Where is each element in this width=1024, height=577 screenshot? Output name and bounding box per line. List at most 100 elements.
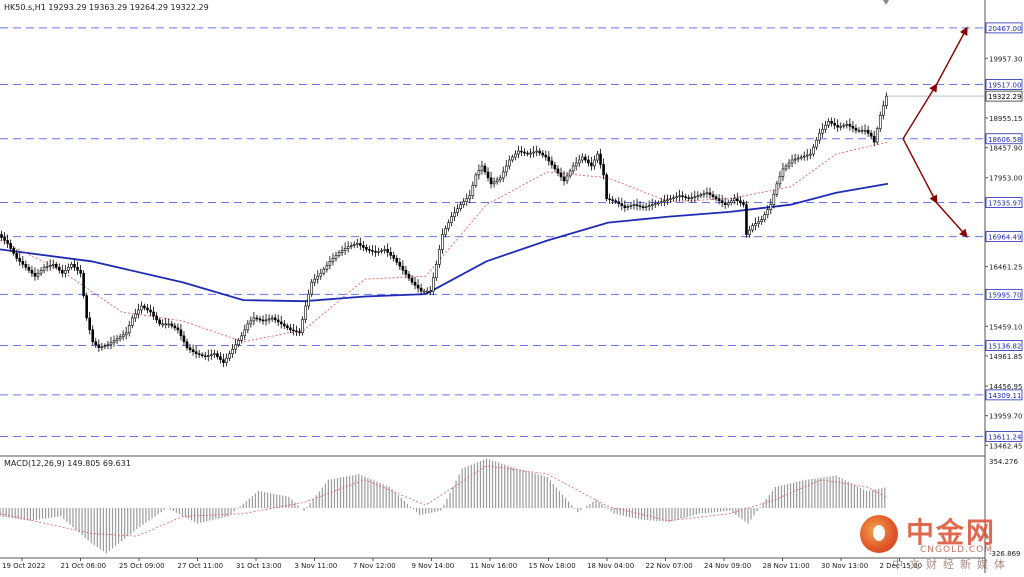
candle-body xyxy=(9,243,12,249)
candle-body xyxy=(21,261,25,265)
candle-body xyxy=(447,222,450,229)
candle-body xyxy=(456,208,459,213)
x-tick-label: 24 Nov 09:00 xyxy=(704,562,751,570)
candle-body xyxy=(130,317,134,326)
y-tick-label: 16461.25 xyxy=(989,264,1022,272)
macd-y-label: 354.276 xyxy=(989,458,1018,466)
candle-body xyxy=(486,171,490,179)
projection-segment-1 xyxy=(902,138,938,204)
candle-body xyxy=(669,198,672,201)
candle-body xyxy=(553,164,557,170)
level-label: 17535.97 xyxy=(988,200,1021,208)
candle-body xyxy=(243,329,247,337)
candle-body xyxy=(590,162,593,167)
candle-body xyxy=(602,164,605,176)
candle-body xyxy=(550,160,554,166)
candle-body xyxy=(620,203,624,206)
x-tick-label: 27 Oct 11:00 xyxy=(178,562,224,570)
candle-body xyxy=(809,153,812,156)
candle-body xyxy=(635,204,639,207)
candle-body xyxy=(0,234,3,238)
candle-body xyxy=(799,156,803,159)
candle-body xyxy=(708,192,712,196)
candle-body xyxy=(91,329,95,343)
x-tick-label: 15 Nov 18:00 xyxy=(529,562,576,570)
level-label: 16964.49 xyxy=(988,234,1021,242)
candle-body xyxy=(304,305,307,320)
candle-body xyxy=(617,201,621,205)
candle-body xyxy=(428,290,432,293)
candle-body xyxy=(626,206,630,208)
candle-body xyxy=(152,311,155,317)
candle-body xyxy=(264,319,268,322)
candle-body xyxy=(492,181,496,185)
projection-segment-2 xyxy=(935,26,968,85)
candle-body xyxy=(842,124,846,127)
candle-body xyxy=(827,120,830,126)
candle-body xyxy=(748,229,751,235)
candle-body xyxy=(173,325,177,329)
candle-body xyxy=(878,115,882,130)
candle-body xyxy=(377,251,380,253)
candle-body xyxy=(371,250,374,252)
candle-body xyxy=(255,317,259,320)
candle-body xyxy=(380,250,383,252)
candle-body xyxy=(118,336,122,340)
candle-body xyxy=(115,338,119,342)
candle-body xyxy=(270,317,274,320)
candle-body xyxy=(866,129,870,134)
candle-body xyxy=(644,206,648,208)
candle-body xyxy=(723,202,727,206)
candle-body xyxy=(739,200,742,204)
candle-body xyxy=(623,205,627,208)
x-tick-label: 22 Nov 07:00 xyxy=(646,562,693,570)
ma-fast-line xyxy=(0,141,889,343)
candle-body xyxy=(295,330,298,333)
candle-body xyxy=(97,344,101,349)
level-label-box xyxy=(985,197,1023,208)
candle-body xyxy=(39,269,43,274)
candle-body xyxy=(70,263,73,268)
candle-body xyxy=(100,346,104,349)
candle-body xyxy=(875,128,879,143)
candle-body xyxy=(106,344,110,347)
candle-body xyxy=(596,153,599,161)
candle-body xyxy=(237,339,240,346)
candle-body xyxy=(687,197,691,200)
x-tick-label: 19 Oct 2022 xyxy=(2,562,45,570)
candle-body xyxy=(751,225,754,231)
candle-body xyxy=(149,309,152,313)
projection-segment-2 xyxy=(935,202,968,238)
candle-body xyxy=(857,129,861,132)
candle-body xyxy=(331,258,335,262)
candle-body xyxy=(18,258,22,262)
candle-body xyxy=(675,196,678,199)
candle-body xyxy=(416,284,420,289)
candle-body xyxy=(337,252,341,256)
candle-body xyxy=(684,196,687,199)
candle-body xyxy=(511,156,514,161)
candle-body xyxy=(182,335,186,343)
candle-body xyxy=(468,195,472,200)
candle-body xyxy=(565,175,569,182)
y-tick-label: 14961.85 xyxy=(989,353,1022,361)
candle-body xyxy=(742,202,745,206)
level-label: 14309.11 xyxy=(988,392,1021,400)
candle-body xyxy=(830,120,833,124)
candle-body xyxy=(410,277,414,283)
candle-body xyxy=(656,202,660,205)
candle-body xyxy=(568,170,572,177)
candle-body xyxy=(301,319,304,334)
candle-body xyxy=(435,263,438,279)
candle-body xyxy=(705,192,709,195)
candle-body xyxy=(267,318,271,321)
watermark-subtitle: 中文财经新媒体 xyxy=(892,558,1011,571)
candle-body xyxy=(103,345,107,348)
candle-body xyxy=(279,321,283,325)
candle-body xyxy=(258,318,262,321)
candle-body xyxy=(818,132,821,141)
level-label-box xyxy=(985,231,1023,243)
candle-body xyxy=(848,123,852,127)
candle-body xyxy=(170,323,174,327)
